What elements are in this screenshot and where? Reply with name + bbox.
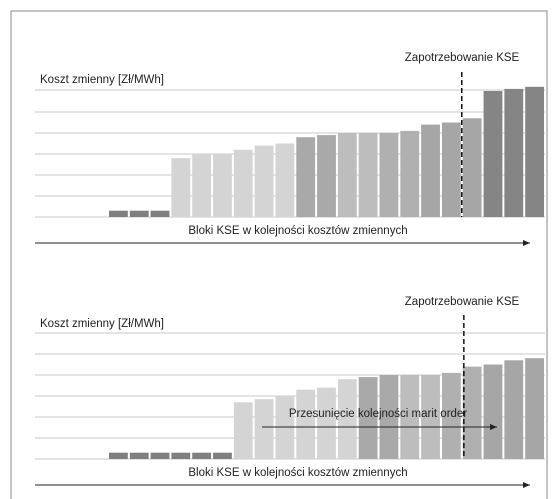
bar bbox=[109, 210, 128, 217]
bar bbox=[525, 86, 544, 217]
bar bbox=[129, 210, 149, 217]
bar bbox=[213, 452, 232, 459]
bar bbox=[317, 135, 336, 217]
bar bbox=[254, 399, 274, 459]
bar bbox=[379, 375, 399, 459]
bar bbox=[171, 158, 191, 217]
bar bbox=[233, 402, 253, 459]
x-axis-label: Bloki KSE w kolejności kosztów zmiennych bbox=[188, 225, 407, 237]
bar bbox=[296, 389, 316, 459]
bar bbox=[400, 375, 420, 459]
bar bbox=[462, 118, 482, 217]
bar bbox=[504, 88, 524, 218]
bar bbox=[171, 452, 191, 459]
bar bbox=[337, 133, 357, 217]
bar bbox=[358, 133, 378, 217]
y-axis-label: Koszt zmienny [Zł/MWh] bbox=[40, 318, 164, 330]
demand-label: Zapotrzebowanie KSE bbox=[405, 296, 520, 308]
bar bbox=[192, 452, 212, 459]
bar bbox=[109, 452, 128, 459]
bar bbox=[462, 366, 482, 459]
bar bbox=[337, 379, 357, 459]
bar bbox=[296, 137, 316, 217]
bar bbox=[150, 210, 170, 217]
bar bbox=[129, 452, 149, 459]
y-axis-label: Koszt zmienny [Zł/MWh] bbox=[40, 74, 164, 86]
bar bbox=[441, 122, 461, 217]
bar bbox=[421, 124, 440, 217]
shift-label: Przesunięcie kolejności marit order bbox=[289, 408, 467, 420]
bar bbox=[441, 372, 461, 459]
bar bbox=[275, 143, 295, 217]
demand-label: Zapotrzebowanie KSE bbox=[405, 52, 520, 64]
frame bbox=[10, 10, 548, 499]
bar bbox=[379, 133, 399, 217]
bar bbox=[150, 452, 170, 459]
bar bbox=[483, 364, 503, 459]
bar bbox=[192, 154, 212, 217]
bar bbox=[525, 358, 544, 459]
bar bbox=[254, 145, 274, 217]
bar bbox=[421, 375, 440, 459]
bar bbox=[483, 91, 503, 217]
bar bbox=[213, 154, 232, 217]
bar bbox=[504, 360, 524, 459]
bar bbox=[358, 377, 378, 459]
bar bbox=[233, 149, 253, 217]
bar bbox=[400, 130, 420, 217]
bar bbox=[317, 387, 336, 459]
x-axis-label: Bloki KSE w kolejności kosztów zmiennych bbox=[188, 467, 407, 479]
